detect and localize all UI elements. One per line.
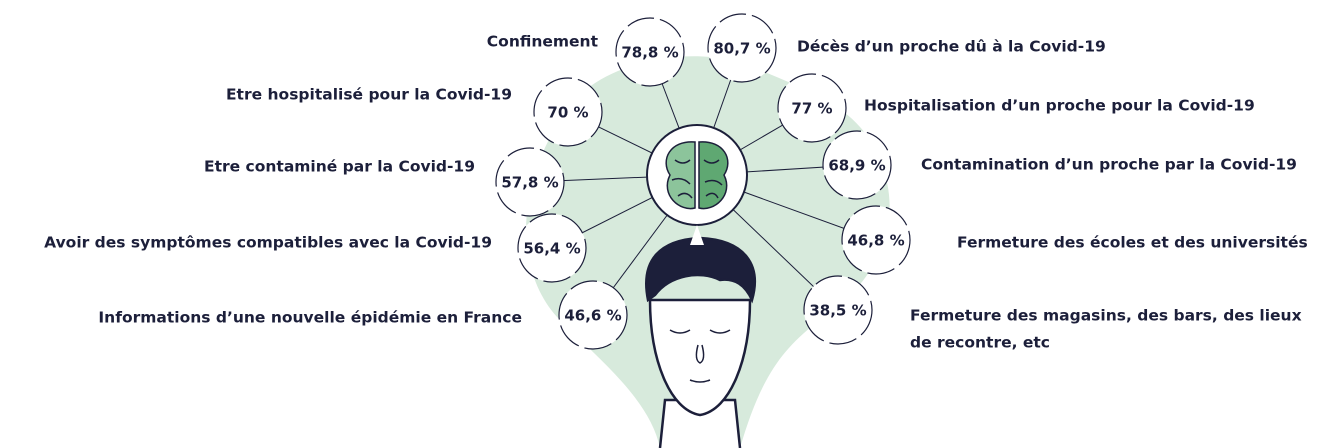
value-label: 56,4 % [523, 240, 580, 258]
infographic: 78,8 % Confinement 70 % Etre hospitalisé po… [0, 0, 1336, 448]
item-label: Confinement [487, 33, 599, 51]
item-label: Informations d’une nouvelle épidémie en … [98, 309, 522, 327]
value-label: 46,8 % [847, 232, 904, 250]
item-label: Avoir des symptômes compatibles avec la … [44, 234, 492, 252]
value-label: 57,8 % [501, 174, 558, 192]
value-label: 38,5 % [809, 302, 866, 320]
value-label: 77 % [791, 100, 832, 118]
item-label: Etre contaminé par la Covid-19 [204, 158, 475, 176]
value-label: 78,8 % [621, 44, 678, 62]
brain-circle [647, 125, 747, 225]
item-label: Fermeture des magasins, des bars, des li… [910, 307, 1302, 325]
item-label: Fermeture des écoles et des universités [957, 234, 1308, 252]
value-label: 68,9 % [828, 157, 885, 175]
item-label: Décès d’un proche dû à la Covid-19 [797, 38, 1106, 56]
value-label: 46,6 % [564, 307, 621, 325]
item-label: de recontre, etc [910, 334, 1050, 352]
value-label: 80,7 % [713, 40, 770, 58]
item-label: Hospitalisation d’un proche pour la Covi… [864, 97, 1255, 115]
item-label: Contamination d’un proche par la Covid-1… [921, 156, 1297, 174]
item-label: Etre hospitalisé pour la Covid-19 [226, 86, 512, 104]
value-label: 70 % [547, 104, 588, 122]
